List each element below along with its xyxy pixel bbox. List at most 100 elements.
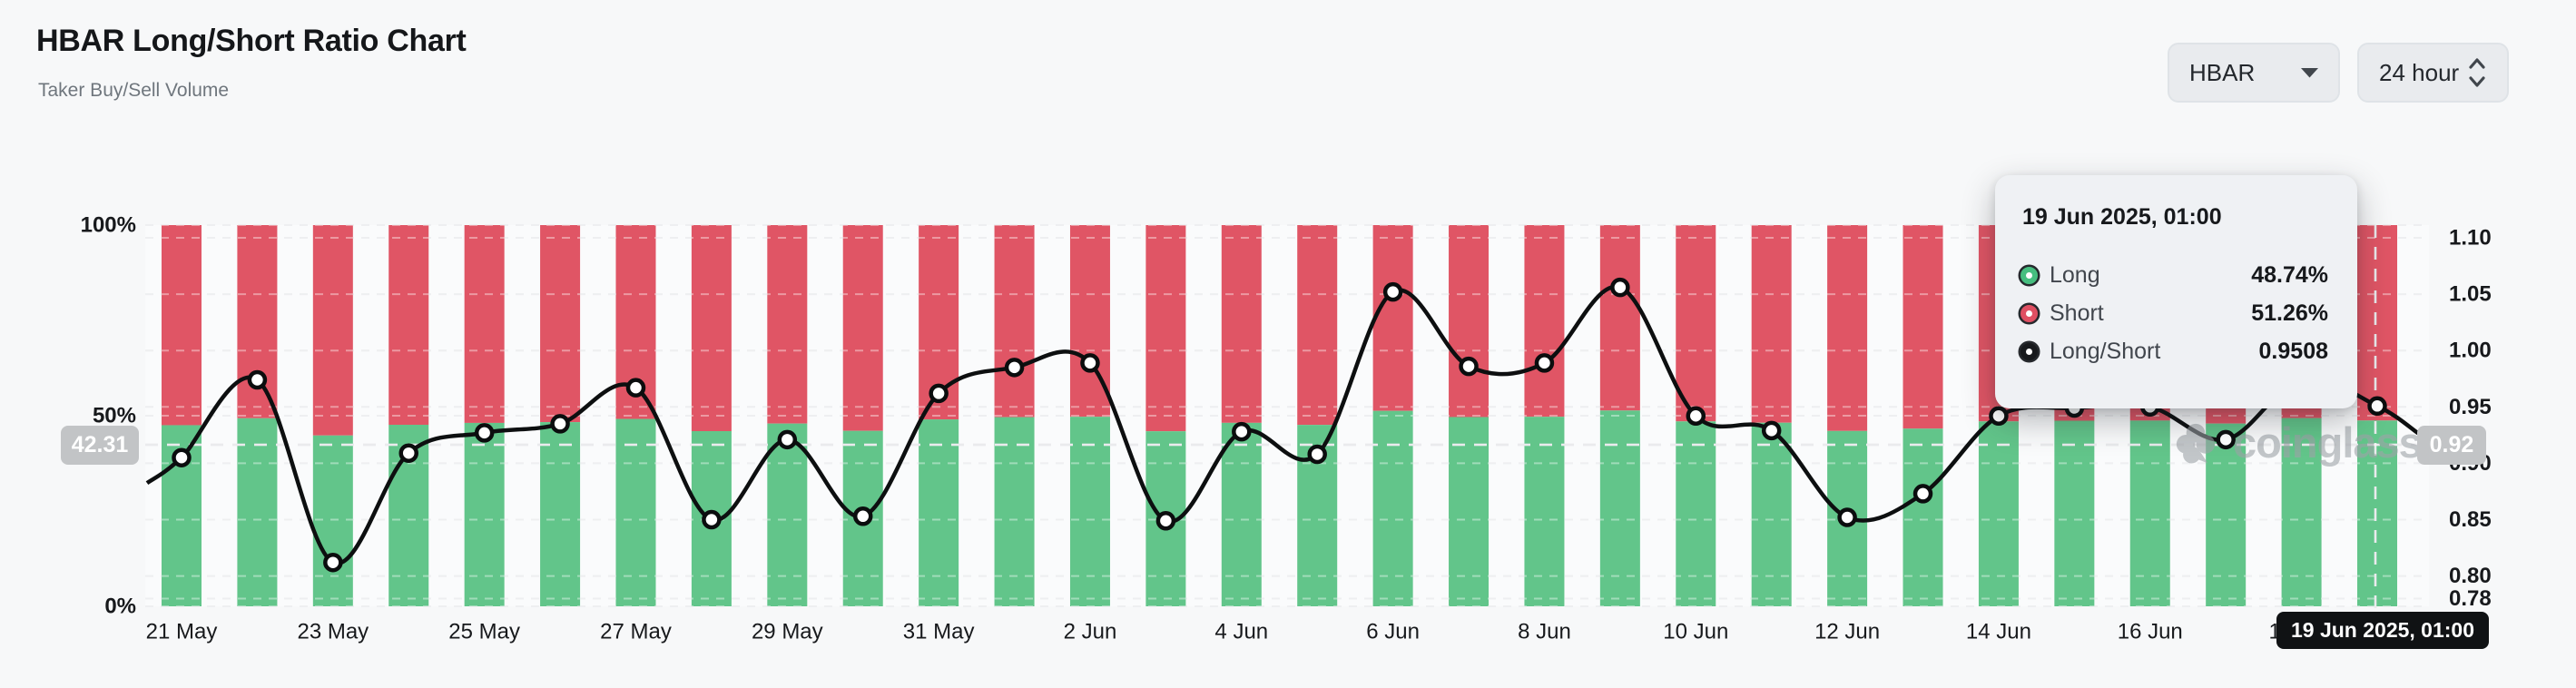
bar-long-segment[interactable] (767, 423, 808, 606)
line-point[interactable] (1761, 420, 1782, 441)
interval-select[interactable]: 24 hour (2357, 43, 2509, 103)
bar-long-segment[interactable] (1676, 421, 1716, 606)
line-point[interactable] (2367, 396, 2387, 417)
line-point[interactable] (550, 414, 570, 434)
page-title: HBAR Long/Short Ratio Chart (36, 24, 467, 58)
bar-short-segment[interactable] (994, 225, 1035, 418)
bar-short-segment[interactable] (312, 225, 353, 436)
tooltip-row: Short 51.26% (2020, 294, 2328, 332)
line-point[interactable] (1004, 358, 1025, 378)
tooltip-row-label: Long/Short (2050, 338, 2161, 364)
bar-long-segment[interactable] (994, 417, 1035, 606)
bar-short-segment[interactable] (1676, 225, 1716, 422)
bar-short-segment[interactable] (1827, 225, 1868, 431)
bar-long-segment[interactable] (2281, 418, 2322, 606)
bar-short-segment[interactable] (1903, 225, 1943, 429)
line-point[interactable] (1534, 353, 1555, 373)
tooltip-date: 19 Jun 2025, 01:00 (2022, 204, 2222, 230)
line-point[interactable] (1686, 406, 1706, 426)
bar-short-segment[interactable] (1221, 225, 1262, 423)
line-point[interactable] (1837, 507, 1857, 527)
bar-short-segment[interactable] (388, 225, 429, 425)
x-axis-tick: 27 May (600, 620, 672, 644)
page-subtitle: Taker Buy/Sell Volume (38, 80, 230, 101)
bar-short-segment[interactable] (1145, 225, 1186, 432)
tooltip-row-label: Short (2050, 300, 2104, 326)
right-axis-tick: 0.95 (2449, 395, 2492, 419)
line-point[interactable] (1912, 484, 1933, 504)
x-axis-tick: 29 May (752, 620, 823, 644)
bar-long-segment[interactable] (1069, 417, 1110, 606)
bar-short-segment[interactable] (1599, 225, 1640, 411)
line-point[interactable] (398, 443, 418, 463)
left-axis-tick: 0% (104, 595, 136, 619)
line-point[interactable] (1382, 281, 1403, 302)
bar-long-segment[interactable] (1524, 417, 1565, 606)
bar-long-segment[interactable] (2206, 423, 2247, 606)
x-axis-tick: 25 May (448, 620, 520, 644)
bar-short-segment[interactable] (842, 225, 883, 431)
x-axis-tick: 8 Jun (1518, 620, 1571, 644)
left-axis-tick: 100% (81, 213, 136, 238)
left-axis-labels: 100% 50% 0% (81, 213, 136, 619)
line-point[interactable] (474, 423, 495, 443)
bar-short-segment[interactable] (2357, 225, 2398, 421)
interval-select-value: 24 hour (2379, 58, 2460, 86)
bar-long-segment[interactable] (2054, 420, 2095, 606)
watermark-text: coinglass (2233, 418, 2423, 467)
crosshair-left-badge: 42.31 (61, 426, 139, 465)
bar-long-segment[interactable] (464, 422, 505, 606)
bar-short-segment[interactable] (1372, 225, 1413, 411)
line-point[interactable] (852, 506, 873, 526)
line-point[interactable] (1610, 277, 1630, 298)
symbol-select[interactable]: HBAR (2168, 43, 2340, 103)
line-point[interactable] (172, 447, 192, 467)
bar-long-segment[interactable] (2357, 420, 2398, 606)
caret-down-icon (2301, 67, 2318, 77)
bar-short-segment[interactable] (1524, 225, 1565, 418)
bar-long-segment[interactable] (1599, 410, 1640, 606)
line-point[interactable] (1459, 356, 1479, 377)
line-point[interactable] (929, 383, 949, 404)
coinglass-logo-icon (2176, 423, 2216, 463)
bar-long-segment[interactable] (1751, 422, 1792, 606)
bar-short-segment[interactable] (540, 225, 581, 423)
bar-short-segment[interactable] (162, 225, 202, 426)
line-point[interactable] (1080, 353, 1100, 373)
bar-long-segment[interactable] (540, 422, 581, 606)
bar-long-segment[interactable] (1372, 410, 1413, 606)
bar-short-segment[interactable] (691, 225, 732, 432)
line-point[interactable] (2216, 429, 2236, 450)
bar-short-segment[interactable] (1297, 225, 1338, 426)
bar-long-segment[interactable] (1221, 422, 1262, 606)
bar-long-segment[interactable] (919, 419, 959, 606)
line-point[interactable] (1155, 510, 1176, 531)
watermark: coinglass (2171, 418, 2423, 467)
bar-short-segment[interactable] (767, 225, 808, 424)
bar-long-segment[interactable] (1978, 421, 2019, 606)
line-point[interactable] (247, 369, 268, 390)
gridlines (145, 224, 2429, 607)
symbol-select-value: HBAR (2189, 58, 2256, 86)
tooltip-row-value: 51.26% (2251, 300, 2328, 326)
x-axis-tick: 16 Jun (2118, 620, 2183, 644)
line-point[interactable] (625, 378, 646, 398)
bar-long-segment[interactable] (237, 418, 278, 606)
bar-short-segment[interactable] (1449, 225, 1490, 418)
line-point[interactable] (1989, 406, 2009, 426)
x-axis-tick: 23 May (297, 620, 369, 644)
tooltip-row-label: Long (2050, 261, 2100, 288)
line-point[interactable] (1232, 421, 1252, 442)
bar-short-segment[interactable] (464, 225, 505, 423)
bar-short-segment[interactable] (1751, 225, 1792, 423)
bar-long-segment[interactable] (615, 418, 656, 606)
bar-long-segment[interactable] (2129, 420, 2170, 606)
crosshair-date-badge: 19 Jun 2025, 01:00 (2276, 612, 2489, 649)
bar-long-segment[interactable] (1903, 428, 1943, 606)
line-point[interactable] (702, 509, 722, 530)
line-point[interactable] (777, 429, 798, 450)
bar-long-segment[interactable] (1449, 417, 1490, 606)
bar-long-segment[interactable] (312, 435, 353, 606)
line-point[interactable] (323, 552, 343, 573)
line-point[interactable] (1307, 444, 1327, 465)
